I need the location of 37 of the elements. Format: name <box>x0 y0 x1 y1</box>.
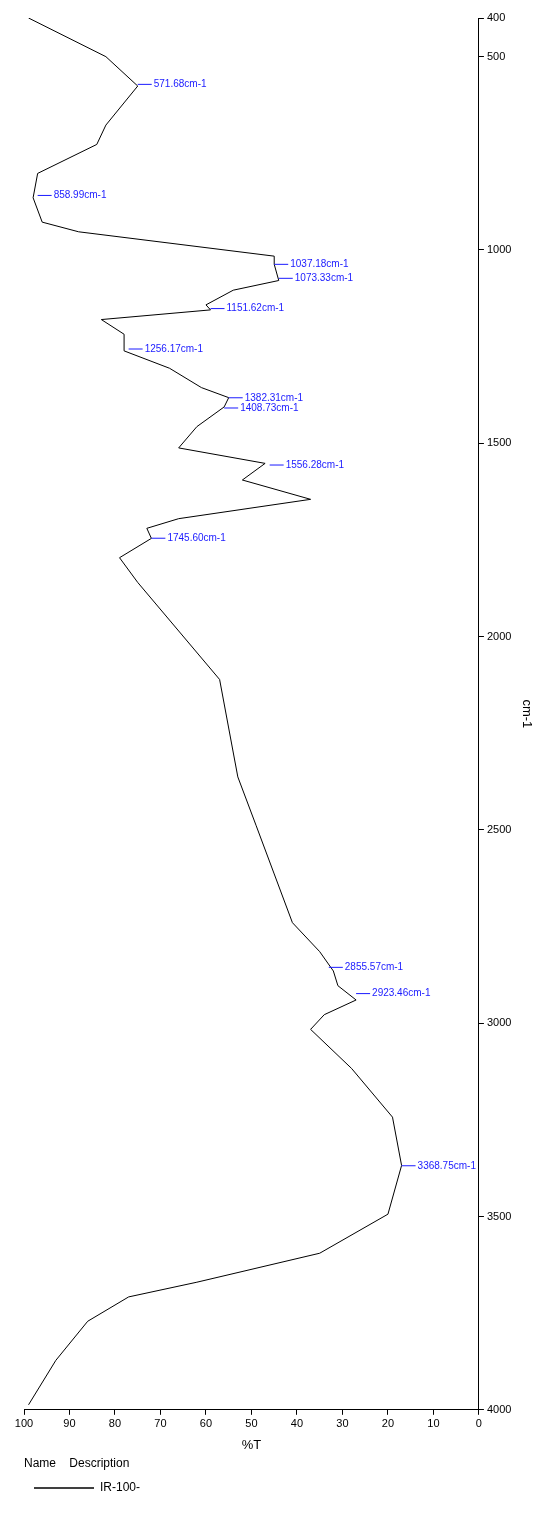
y-tick-label: 2500 <box>486 822 512 835</box>
x-tick-label: 50 <box>245 1417 258 1430</box>
annotation: 3368.75cm-1 <box>417 1159 477 1171</box>
annotation: 1037.18cm-1 <box>290 258 350 270</box>
y-tick-label: 3000 <box>486 1016 512 1029</box>
annotation: 1408.73cm-1 <box>240 401 299 413</box>
y-tick-label: 1500 <box>486 436 512 449</box>
x-axis-title: %T <box>241 1437 262 1453</box>
annotation: 571.68cm-1 <box>153 78 207 90</box>
annotation: 2923.46cm-1 <box>372 987 431 999</box>
annotation: 1151.62cm-1 <box>226 302 285 314</box>
y-tick-label: 3500 <box>486 1209 512 1222</box>
x-tick-label: 40 <box>290 1417 304 1430</box>
annotation: 2855.57cm-1 <box>344 961 404 973</box>
x-tick-label: 70 <box>154 1417 167 1430</box>
x-tick-label: 30 <box>336 1417 349 1430</box>
y-tick-label: 500 <box>486 49 506 62</box>
annotation: 1256.17cm-1 <box>144 342 204 354</box>
annotation: 1073.33cm-1 <box>294 272 354 284</box>
y-tick-label: 400 <box>486 11 506 24</box>
legend-label: IR-100- <box>100 1480 141 1495</box>
y-axis-title: cm-1 <box>519 699 535 729</box>
x-tick-label: 10 <box>427 1417 440 1430</box>
legend-title: Name Description <box>24 1455 130 1470</box>
y-tick-label: 1000 <box>486 243 512 255</box>
x-tick-label: 100 <box>14 1417 34 1430</box>
x-tick-label: 0 <box>475 1417 482 1430</box>
annotation: 1556.28cm-1 <box>285 458 345 470</box>
annotation: 1745.60cm-1 <box>167 531 227 543</box>
x-tick-label: 60 <box>199 1417 213 1430</box>
x-tick-label: 90 <box>63 1417 76 1430</box>
x-tick-label: 20 <box>381 1417 395 1430</box>
x-tick-label: 80 <box>108 1417 122 1430</box>
annotation: 858.99cm-1 <box>53 189 107 201</box>
annotation: 1382.31cm-1 <box>244 391 304 403</box>
y-tick-label: 2000 <box>486 629 512 642</box>
y-tick-label: 4000 <box>486 1402 512 1415</box>
